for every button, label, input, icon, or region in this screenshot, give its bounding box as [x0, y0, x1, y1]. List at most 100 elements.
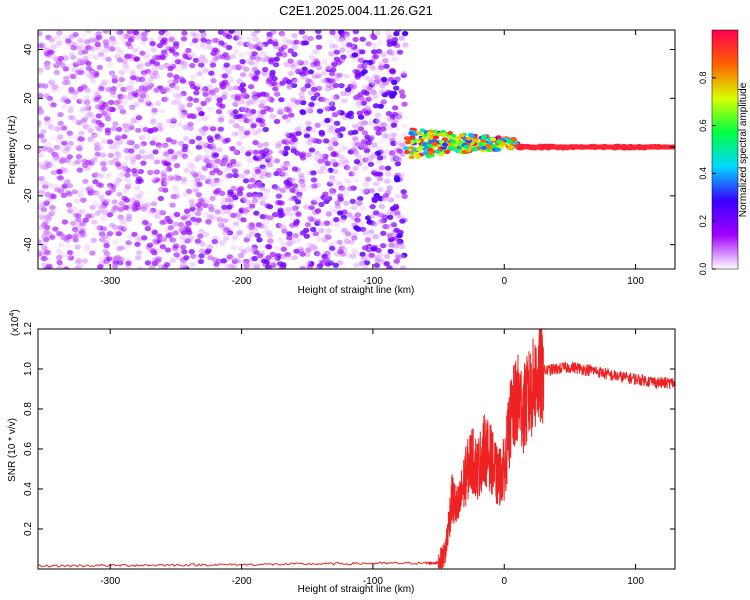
- heatmap-cell: [43, 61, 50, 68]
- heatmap-cell: [371, 196, 378, 202]
- heatmap-cell: [135, 154, 142, 160]
- colorbar-label: Normalized spectral amplitude: [738, 82, 749, 217]
- heatmap-cell: [227, 225, 235, 231]
- heatmap-cell: [328, 188, 335, 195]
- heatmap-cell: [84, 102, 91, 108]
- heatmap-cell: [178, 226, 185, 232]
- heatmap-cell: [107, 62, 114, 68]
- heatmap-cell: [249, 203, 256, 209]
- heatmap-cell: [169, 82, 176, 89]
- heatmap-cell: [106, 139, 114, 145]
- heatmap-cell: [390, 132, 397, 138]
- heatmap-cell: [102, 233, 109, 239]
- heatmap-cell: [337, 260, 344, 266]
- heatmap-cell: [386, 209, 393, 215]
- heatmap-cell: [131, 231, 138, 237]
- colorbar-tick-label: 0.0: [698, 263, 708, 276]
- heatmap-cell: [401, 101, 408, 107]
- heatmap-cell: [89, 70, 96, 76]
- heatmap-cell: [320, 165, 327, 171]
- heatmap-cell: [207, 106, 214, 112]
- heatmap-cell: [116, 126, 123, 132]
- heatmap-cell: [198, 62, 205, 68]
- heatmap-cell: [157, 126, 164, 132]
- heatmap-cell: [368, 188, 375, 194]
- heatmap-cell: [142, 220, 149, 226]
- heatmap-cell: [248, 229, 255, 235]
- heatmap-cell: [355, 226, 362, 232]
- heatmap-cell: [390, 222, 398, 228]
- heatmap-cell: [388, 68, 396, 74]
- heatmap-cell: [108, 99, 115, 105]
- heatmap-cell: [310, 226, 317, 232]
- heatmap-cell: [231, 265, 238, 269]
- heatmap-y-axis-label: Frequency (Hz): [7, 116, 18, 185]
- heatmap-cell: [285, 79, 293, 85]
- heatmap-cell: [240, 197, 247, 203]
- heatmap-cell: [310, 153, 318, 159]
- heatmap-cell: [305, 120, 312, 126]
- heatmap-cell: [70, 45, 77, 51]
- heatmap-cell: [70, 220, 77, 226]
- heatmap-cell: [448, 146, 455, 151]
- heatmap-cell: [299, 95, 306, 102]
- heatmap-cell: [295, 59, 303, 65]
- heatmap-cell: [248, 72, 255, 78]
- heatmap-cell: [399, 218, 406, 224]
- heatmap-cell: [144, 61, 152, 67]
- heatmap-cell: [328, 71, 336, 77]
- heatmap-cell: [243, 118, 250, 124]
- heatmap-cell: [384, 133, 391, 139]
- heatmap-cell: [59, 157, 66, 163]
- heatmap-cell: [84, 87, 91, 93]
- heatmap-cell: [248, 44, 255, 50]
- heatmap-cell: [350, 205, 358, 211]
- heatmap-cell: [179, 113, 187, 120]
- heatmap-cell: [256, 153, 263, 159]
- heatmap-cell: [68, 160, 76, 166]
- heatmap-cell: [291, 255, 298, 261]
- heatmap-cell: [101, 166, 108, 172]
- heatmap-cell: [69, 54, 77, 60]
- heatmap-cell: [61, 104, 68, 110]
- heatmap-cell: [88, 37, 96, 43]
- heatmap-cell: [162, 167, 169, 173]
- heatmap-cell: [340, 263, 347, 269]
- heatmap-cell: [72, 228, 80, 234]
- heatmap-cell: [226, 230, 234, 236]
- heatmap-cell: [390, 122, 398, 128]
- heatmap-cell: [105, 171, 113, 177]
- heatmap-cell: [263, 72, 270, 78]
- heatmap-cell: [262, 229, 269, 235]
- heatmap-cell: [231, 168, 239, 174]
- heatmap-cell: [299, 151, 307, 157]
- heatmap-cell: [301, 66, 308, 72]
- heatmap-cell: [458, 133, 465, 138]
- heatmap-cell: [393, 251, 400, 257]
- heatmap-cell: [374, 75, 381, 81]
- heatmap-cell: [264, 96, 271, 102]
- heatmap-cell: [307, 35, 314, 42]
- heatmap-cell: [131, 47, 138, 54]
- heatmap-cell: [331, 177, 339, 184]
- heatmap-cell: [298, 181, 305, 187]
- heatmap-cell: [332, 208, 339, 214]
- heatmap-cell: [61, 219, 69, 225]
- heatmap-cell: [195, 217, 202, 223]
- x-tick-label: -200: [232, 576, 252, 587]
- heatmap-cell: [360, 100, 367, 106]
- heatmap-cell: [179, 265, 187, 269]
- heatmap-cell: [127, 122, 134, 128]
- heatmap-cell: [362, 230, 369, 236]
- heatmap-cell: [97, 173, 104, 179]
- heatmap-cell: [260, 159, 267, 165]
- heatmap-cell: [55, 248, 63, 254]
- heatmap-cell: [202, 67, 209, 74]
- heatmap-cell: [361, 84, 368, 90]
- heatmap-cell: [174, 58, 181, 65]
- heatmap-cell: [159, 108, 166, 114]
- heatmap-cell: [79, 227, 86, 233]
- heatmap-cell: [227, 76, 235, 83]
- heatmap-cell: [386, 116, 394, 122]
- heatmap-cell: [145, 100, 152, 107]
